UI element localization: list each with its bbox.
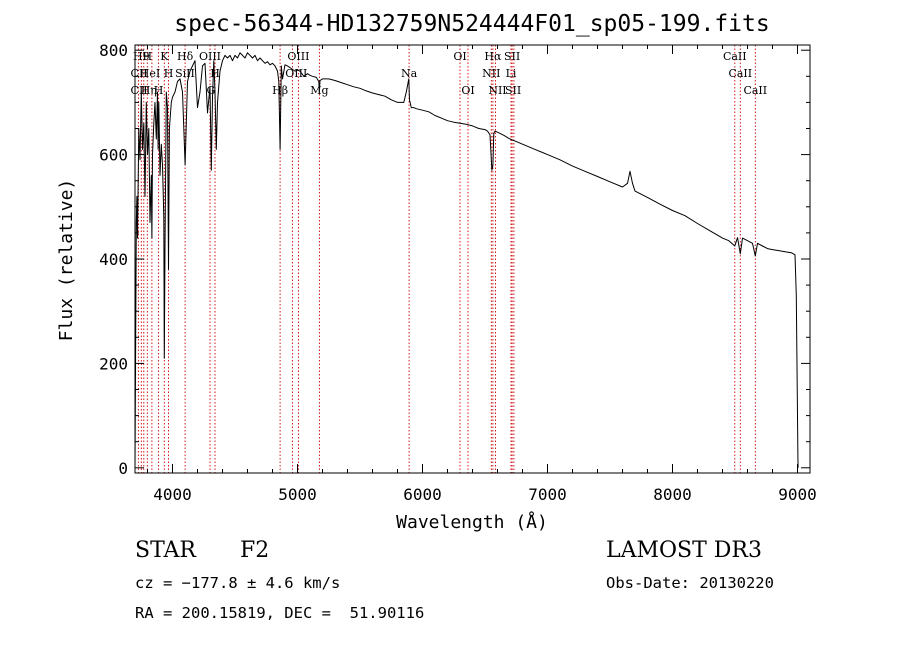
spectral-line-label: HeI [140, 67, 160, 80]
spectral-line-label: OIII [287, 50, 309, 63]
plot-frame [134, 44, 811, 474]
spectral-line-label: H9 [133, 50, 150, 63]
spectral-line-label: SII [504, 50, 520, 63]
y-tick-label: 0 [118, 459, 128, 478]
x-tick-label: 9000 [778, 485, 817, 504]
spectral-line-label: OIII [199, 50, 221, 63]
spectral-line-label: CaII [723, 50, 747, 63]
x-tick-label: 8000 [653, 485, 692, 504]
x-axis-label: Wavelength (Å) [396, 511, 548, 533]
spectral-line-label: SiII [175, 67, 195, 80]
spectrum-series [134, 52, 799, 468]
spectral-line-label: CaII [728, 67, 752, 80]
spectral-line-label: H [210, 67, 220, 80]
spectral-line-label: CaII [743, 84, 767, 97]
x-ticks: 4000 5000 6000 7000 8000 9000 [147, 45, 817, 504]
spectral-line-label: G [207, 84, 216, 97]
spectral-line-label: SII [505, 84, 521, 97]
line-markers [137, 45, 756, 473]
spectral-line-label: OI [453, 50, 466, 63]
x-tick-label: 6000 [403, 485, 442, 504]
y-tick-label: 200 [99, 354, 128, 373]
chart-title: spec-56344-HD132759N524444F01_sp05-199.f… [174, 11, 769, 37]
spectral-line-label: Hη [141, 84, 157, 97]
y-axis-label: Flux (relative) [56, 179, 77, 342]
x-tick-label: 5000 [278, 485, 317, 504]
spectral-line-label: H [164, 67, 174, 80]
x-tick-label: 7000 [528, 485, 567, 504]
spectral-line-label: NII [482, 67, 500, 80]
spectral-line-label: Hα [484, 50, 502, 63]
spectral-line-label: Li [506, 67, 517, 80]
object-class: STAR [135, 538, 196, 563]
y-tick-label: 800 [99, 41, 128, 60]
spectral-line-label: H [154, 84, 164, 97]
spectral-line-label: Na [401, 67, 418, 80]
spectral-line-label: OI [461, 84, 474, 97]
spectral-line-label: K [160, 50, 169, 63]
coordinates: RA = 200.15819, DEC = 51.90116 [135, 604, 425, 622]
spectral-line-label: OIII [285, 67, 307, 80]
survey-name: LAMOST DR3 [606, 538, 762, 563]
spectral-line-label: Hδ [177, 50, 194, 63]
y-ticks: 0 200 400 600 800 [99, 41, 810, 478]
spectral-line-label: H [143, 50, 153, 63]
spectral-line-label: NII [488, 84, 506, 97]
velocity: cz = −177.8 ± 4.6 km/s [135, 574, 341, 592]
spectrum-chart: spec-56344-HD132759N524444F01_sp05-199.f… [56, 11, 817, 533]
y-tick-label: 600 [99, 146, 128, 165]
obs-date: Obs-Date: 20130220 [606, 574, 774, 592]
spectral-line-label: Hβ [272, 84, 288, 97]
series-line-flux [134, 52, 799, 468]
x-tick-label: 4000 [153, 485, 192, 504]
y-tick-label: 400 [99, 250, 128, 269]
subclass: F2 [240, 538, 270, 563]
